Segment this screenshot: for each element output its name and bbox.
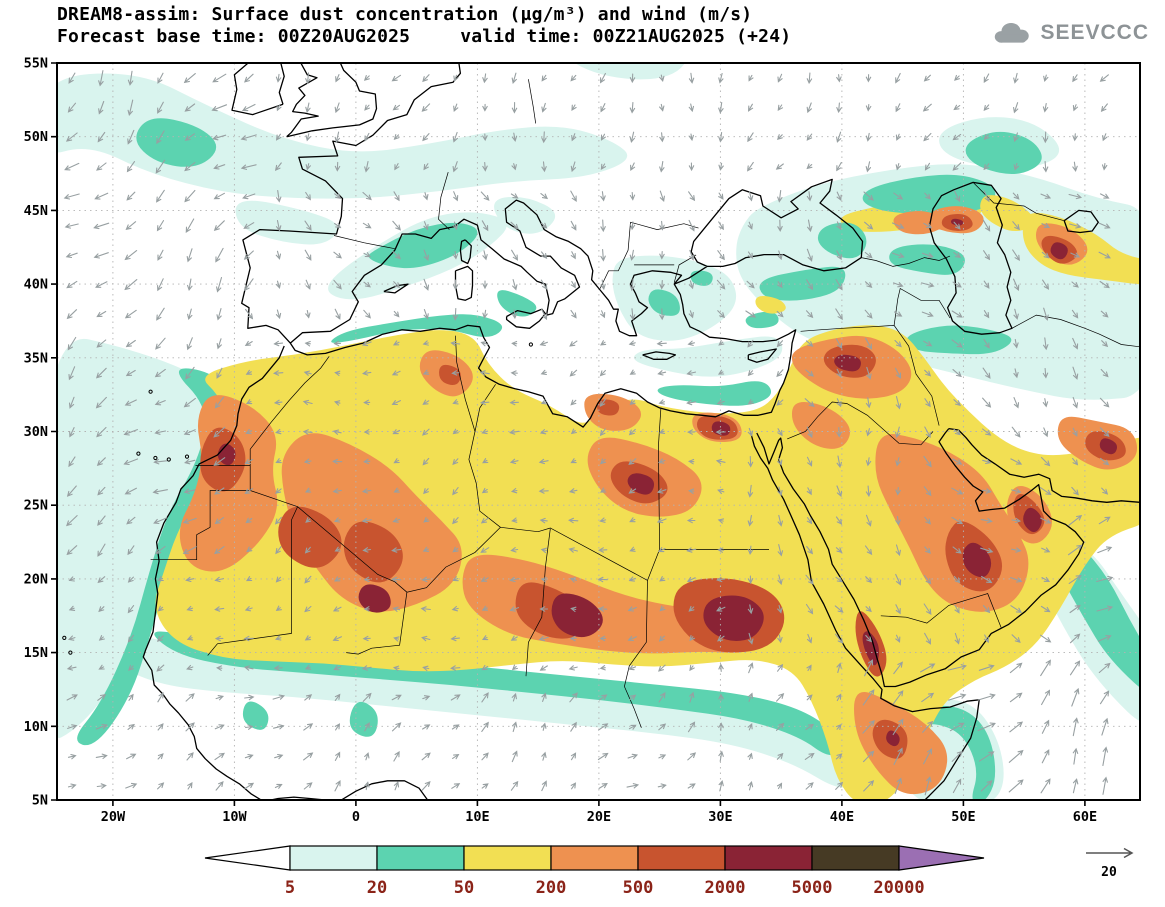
axis-ticks — [51, 62, 1086, 806]
dust-fill-5-20 — [57, 63, 1140, 800]
island — [528, 342, 534, 347]
lat-label: 25N — [24, 498, 48, 514]
colorbar-label: 5 — [285, 878, 295, 898]
colorbar-label: 500 — [623, 878, 654, 898]
colorbar-segment — [376, 845, 465, 871]
logo-text: SEEVCCC — [1040, 21, 1149, 44]
island — [62, 635, 67, 641]
lat-label: 20N — [24, 571, 48, 587]
lon-label: 30E — [708, 809, 732, 825]
lon-label: 20E — [587, 809, 611, 825]
lat-label: 50N — [24, 129, 48, 145]
valid-time: valid time: 00Z21AUG2025 (+24) — [460, 26, 792, 47]
lon-label: 10E — [465, 809, 489, 825]
colorbar-over-arrow — [898, 845, 985, 871]
island — [136, 451, 141, 456]
dust-fill-200-500 — [179, 206, 1138, 795]
lon-label: 40E — [830, 809, 854, 825]
wind-vectors-layer — [63, 70, 1114, 796]
map-content — [57, 63, 1140, 800]
lon-label: 50E — [951, 809, 975, 825]
colorbar-label: 2000 — [705, 878, 746, 898]
figure-title: DREAM8-assim: Surface dust concentration… — [57, 4, 753, 25]
wind-reference-label: 20 — [1101, 865, 1117, 880]
colorbar-legend: 5 20 50 200 500 2000 5000 20000 — [204, 845, 985, 898]
lat-label: 10N — [24, 719, 48, 735]
lat-label: 30N — [24, 424, 48, 440]
lat-label: 35N — [24, 350, 48, 366]
lat-label: 45N — [24, 203, 48, 219]
lat-label: 5N — [32, 793, 48, 809]
colorbar-label: 50 — [454, 878, 474, 898]
island — [184, 454, 190, 459]
island — [68, 650, 73, 655]
colorbar-label: 20000 — [873, 878, 924, 898]
colorbar-segment — [811, 845, 900, 871]
forecast-base-time: Forecast base time: 00Z20AUG2025 — [57, 26, 411, 47]
colorbar-label: 5000 — [792, 878, 833, 898]
lat-label: 15N — [24, 645, 48, 661]
colorbar-segment — [637, 845, 726, 871]
lon-label: 20W — [101, 809, 126, 825]
colorbar-segment — [724, 845, 813, 871]
lon-label: 0 — [352, 809, 360, 825]
lat-label: 55N — [24, 56, 48, 72]
island — [166, 457, 171, 462]
colorbar-segment — [463, 845, 552, 871]
dust-fill-500-2000 — [200, 214, 1126, 759]
wind-reference: 20 — [1086, 847, 1134, 880]
lat-label: 40N — [24, 277, 48, 293]
colorbar-label: 20 — [367, 878, 387, 898]
colorbar-segment — [550, 845, 639, 871]
lon-label: 60E — [1073, 809, 1097, 825]
figure-subtitle: Forecast base time: 00Z20AUG2025 valid ti… — [57, 26, 791, 47]
island — [153, 455, 158, 461]
colorbar-under-arrow — [204, 845, 291, 871]
seevccc-logo: SEEVCCC — [990, 20, 1149, 46]
cloud-icon — [995, 22, 1030, 43]
island — [148, 389, 153, 394]
colorbar-label: 200 — [536, 878, 567, 898]
wind-reference-arrow — [1086, 847, 1134, 859]
colorbar-segment — [289, 845, 378, 871]
figure-titles: DREAM8-assim: Surface dust concentration… — [57, 4, 791, 47]
lon-label: 10W — [222, 809, 247, 825]
country-borders — [150, 79, 1140, 728]
coastlines — [142, 63, 1140, 800]
